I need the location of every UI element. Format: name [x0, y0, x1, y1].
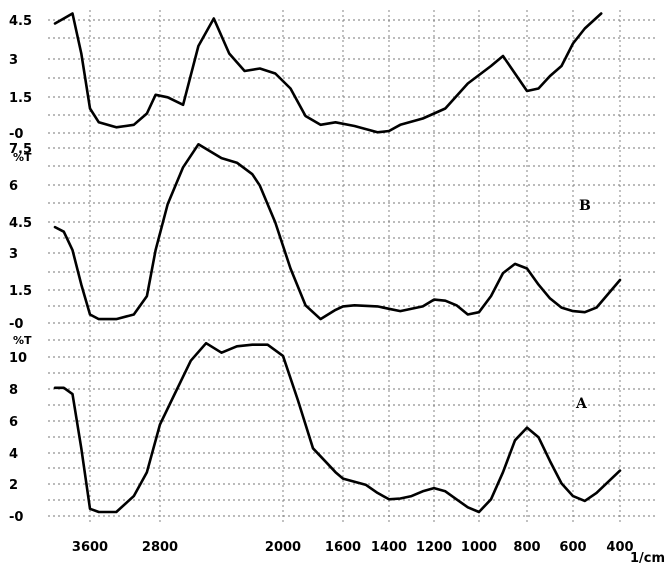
x-tick-label: 2800 [142, 540, 178, 555]
x-tick-label: 400 [606, 540, 633, 555]
y-tick-label: 1.5 [9, 284, 32, 299]
panel-label-B: B [579, 198, 591, 214]
y-unit-label: %T [13, 151, 32, 164]
x-tick-label: 2000 [265, 540, 301, 555]
y-tick-label: -0 [9, 317, 23, 332]
panel-labels: BA [575, 198, 591, 412]
x-tick-label: 1000 [461, 540, 497, 555]
x-tick-label: 1600 [325, 540, 361, 555]
spectrum-line-A [53, 341, 622, 514]
x-unit-label: 1/cm [630, 551, 665, 565]
y-tick-label: 7.5 [9, 142, 32, 157]
x-tick-labels: 3600 2800 2000 1600 1400 1200 1000 800 600 4001/c… [72, 540, 665, 565]
x-tick-label: 1200 [416, 540, 452, 555]
y-tick-label: -0 [9, 510, 23, 525]
spectrum-curves [53, 12, 622, 514]
y-tick-label: 6 [9, 179, 18, 194]
x-tick-label: 800 [513, 540, 540, 555]
spectrum-line-B [53, 143, 622, 321]
spectrum-line-top [53, 12, 603, 134]
y-tick-label: 2 [9, 478, 18, 493]
panel-label-A: A [575, 396, 588, 412]
x-tick-label: 1400 [371, 540, 407, 555]
x-tick-label: 3600 [72, 540, 108, 555]
unit-labels: %T %T [13, 151, 32, 347]
x-tick-label: 600 [559, 540, 586, 555]
y-tick-label: 4.5 [9, 216, 32, 231]
y-tick-label: 3 [9, 247, 18, 262]
y-tick-label: 8 [9, 383, 18, 398]
y-tick-label: 1.5 [9, 91, 32, 106]
y-tick-label: 3 [9, 53, 18, 68]
y-unit-label: %T [13, 334, 32, 347]
y-tick-label: 4 [9, 447, 18, 462]
y-tick-label: -0 [9, 127, 23, 142]
y-tick-label: 6 [9, 415, 18, 430]
y-tick-label: 4.5 [9, 14, 32, 29]
y-tick-label: 10 [9, 351, 27, 366]
plot-grid [48, 10, 655, 525]
